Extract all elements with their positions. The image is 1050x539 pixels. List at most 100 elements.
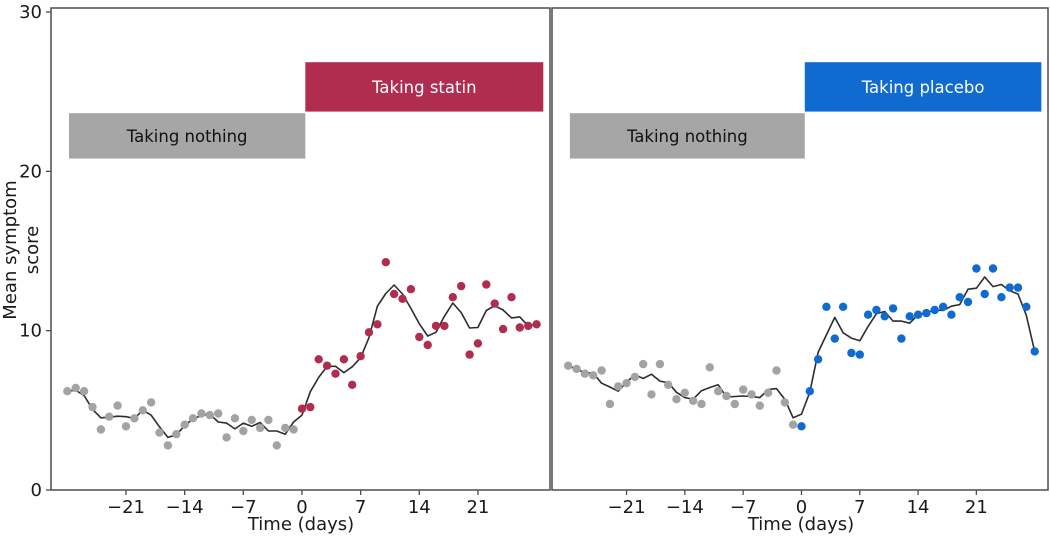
scatter-dot — [705, 363, 714, 372]
scatter-dot — [289, 425, 298, 434]
scatter-dot — [813, 355, 823, 364]
scatter-dot — [297, 404, 307, 413]
scatter-dot — [680, 388, 689, 397]
taking-placebo-banner-label: Taking placebo — [861, 78, 985, 97]
scatter-dot — [589, 371, 598, 380]
series-taking-statin — [297, 258, 541, 413]
x-tick-label: 0 — [796, 497, 807, 518]
scatter-dot — [348, 380, 357, 389]
scatter-dot — [997, 293, 1006, 302]
x-tick-label: 7 — [355, 497, 366, 518]
scatter-dot — [714, 387, 723, 396]
scatter-dot — [423, 340, 432, 350]
scatter-dot — [515, 323, 524, 332]
scatter-dot — [963, 297, 973, 307]
scatter-dot — [113, 401, 122, 410]
scatter-dot — [373, 320, 382, 329]
trend-line — [567, 276, 1036, 419]
taking-nothing-banner — [69, 113, 306, 159]
scatter-dot — [1005, 283, 1014, 292]
x-tick-label: −14 — [666, 497, 704, 518]
scatter-dot — [272, 441, 281, 450]
x-tick-label: −7 — [730, 497, 757, 518]
scatter-dot — [930, 305, 939, 315]
x-tick-label: −7 — [230, 497, 257, 518]
scatter-dot — [897, 334, 906, 343]
taking-placebo-banner — [804, 62, 1042, 112]
scatter-dot — [498, 324, 508, 334]
scatter-dot — [697, 399, 706, 409]
scatter-dot — [230, 414, 240, 423]
scatter-dot — [905, 312, 914, 321]
scatter-dot — [630, 372, 640, 382]
scatter-dot — [580, 369, 590, 378]
scatter-dot — [605, 399, 615, 409]
scatter-dot — [389, 289, 399, 299]
scatter-dot — [172, 430, 181, 439]
scatter-dot — [822, 302, 831, 311]
scatter-dot — [398, 294, 407, 303]
scatter-dot — [597, 366, 606, 375]
scatter-dot — [105, 412, 114, 421]
scatter-dot — [988, 264, 998, 273]
series-taking-nothing — [564, 359, 798, 429]
scatter-dot — [255, 423, 265, 433]
scatter-dot — [222, 433, 231, 442]
scatter-dot — [972, 264, 981, 273]
scatter-dot — [1030, 347, 1039, 356]
y-tick-label: 20 — [19, 161, 42, 182]
scatter-dot — [564, 361, 573, 370]
scatter-dot — [572, 364, 581, 374]
taking-nothing-banner-label: Taking nothing — [626, 127, 748, 146]
scatter-dot — [805, 387, 814, 396]
statin-panel: −21 −14 −7 0 7 14 21 0 10 20 30 Taking nothing Takin… — [19, 2, 551, 518]
scatter-dot — [155, 428, 164, 437]
scatter-dot — [622, 379, 631, 388]
y-tick-label: 10 — [19, 321, 42, 342]
scatter-dot — [830, 334, 839, 343]
scatter-dot — [356, 352, 365, 361]
scatter-dot — [955, 293, 964, 302]
scatter-dot — [938, 302, 948, 311]
x-tick-label: 14 — [907, 497, 930, 518]
scatter-dot — [281, 423, 290, 433]
scatter-dot — [739, 385, 748, 394]
scatter-dot — [473, 339, 483, 348]
scatter-dot — [922, 308, 931, 318]
scatter-dot — [88, 402, 97, 412]
scatter-dot — [431, 321, 441, 331]
scatter-dot — [947, 310, 956, 319]
scatter-dot — [507, 293, 516, 302]
y-tick-label: 30 — [19, 2, 42, 23]
taking-nothing-banner — [569, 113, 805, 159]
scatter-dot — [913, 310, 923, 319]
scatter-dot — [364, 328, 374, 337]
scatter-dot — [722, 391, 731, 401]
scatter-dot — [96, 425, 106, 434]
placebo-panel: −21 −14 −7 0 7 14 21 Taking nothing Taking place… — [551, 7, 1049, 518]
scatter-dot — [490, 299, 499, 308]
scatter-dot — [847, 348, 856, 358]
x-axis-title-statin: Time (days) — [247, 514, 355, 535]
series-taking-placebo — [797, 264, 1039, 431]
x-tick-label: 0 — [296, 497, 307, 518]
scatter-dot — [448, 293, 457, 302]
scatter-dot — [79, 387, 89, 396]
scatter-dot — [180, 420, 189, 429]
scatter-dot — [524, 321, 533, 331]
series-taking-nothing — [63, 383, 298, 450]
scatter-dot — [797, 422, 806, 431]
scatter-dot — [214, 409, 223, 418]
scatter-dot — [664, 380, 673, 389]
scatter-dot — [239, 426, 248, 436]
taking-statin-banner — [305, 62, 544, 112]
scatter-dot — [639, 359, 648, 369]
scatter-dot — [880, 312, 889, 321]
scatter-dot — [855, 350, 864, 359]
scatter-dot — [482, 280, 491, 289]
scatter-dot — [1013, 283, 1023, 292]
scatter-dot — [863, 310, 873, 319]
scatter-dot — [872, 305, 881, 315]
scatter-dot — [63, 387, 72, 396]
